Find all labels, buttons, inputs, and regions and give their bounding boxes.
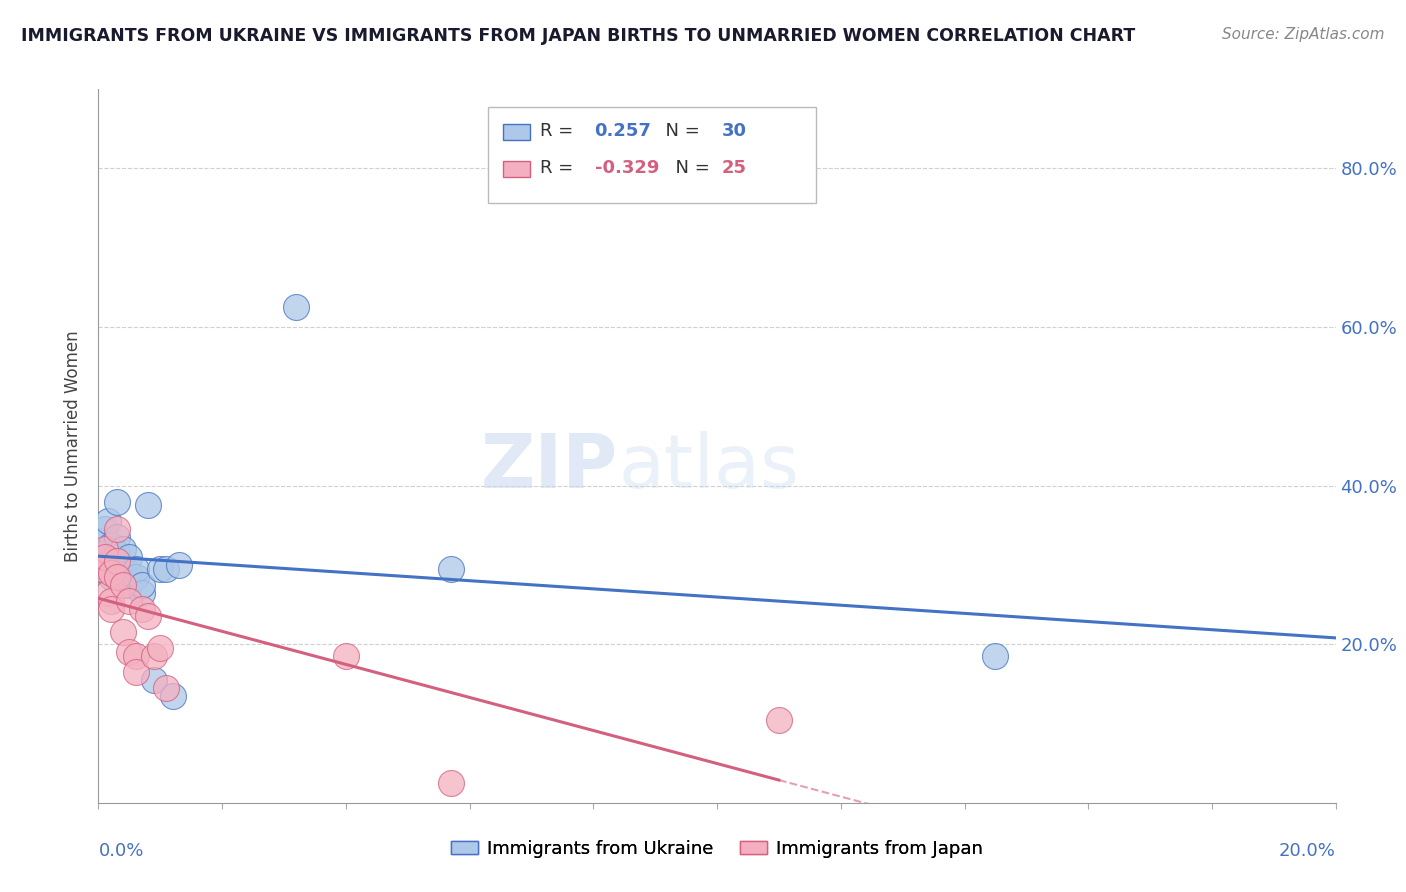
Point [124, 570, 146, 584]
Point [90, 562, 112, 576]
Point [440, 562, 463, 576]
Point [100, 570, 122, 584]
Point [118, 549, 141, 564]
Point [93, 522, 115, 536]
Point [93, 542, 115, 557]
Point [118, 578, 141, 592]
Point [93, 549, 115, 564]
Point [136, 609, 159, 624]
Point [155, 681, 177, 695]
Point [97, 585, 120, 599]
Point [143, 649, 166, 664]
Text: IMMIGRANTS FROM UKRAINE VS IMMIGRANTS FROM JAPAN BIRTHS TO UNMARRIED WOMEN CORRE: IMMIGRANTS FROM UKRAINE VS IMMIGRANTS FR… [21, 27, 1135, 45]
Point [112, 570, 135, 584]
Text: 0.0%: 0.0% [98, 842, 143, 860]
Point [105, 522, 128, 536]
Point [105, 558, 128, 572]
Text: 25: 25 [723, 159, 747, 177]
Point [105, 494, 128, 508]
Point [112, 562, 135, 576]
Point [149, 641, 172, 656]
Text: 30: 30 [723, 121, 747, 139]
FancyBboxPatch shape [488, 107, 815, 203]
Text: N =: N = [664, 159, 716, 177]
Point [155, 562, 177, 576]
Point [89, 558, 111, 572]
Point [105, 530, 128, 544]
Point [167, 558, 190, 572]
Text: Source: ZipAtlas.com: Source: ZipAtlas.com [1222, 27, 1385, 42]
Point [112, 542, 135, 557]
Point [440, 776, 463, 790]
Point [136, 499, 159, 513]
Text: 20.0%: 20.0% [1279, 842, 1336, 860]
Point [105, 554, 128, 568]
Point [100, 566, 122, 580]
Y-axis label: Births to Unmarried Women: Births to Unmarried Women [65, 330, 83, 562]
Legend: Immigrants from Ukraine, Immigrants from Japan: Immigrants from Ukraine, Immigrants from… [443, 833, 991, 865]
Point [984, 649, 1007, 664]
Text: 0.257: 0.257 [595, 121, 651, 139]
Point [112, 578, 135, 592]
Point [100, 538, 122, 552]
Point [131, 585, 153, 599]
FancyBboxPatch shape [503, 161, 530, 178]
Point [124, 562, 146, 576]
Point [162, 689, 184, 703]
Point [97, 514, 120, 528]
Text: -0.329: -0.329 [595, 159, 659, 177]
Point [89, 534, 111, 549]
Point [285, 300, 308, 314]
Point [143, 673, 166, 687]
Point [100, 593, 122, 607]
Point [112, 625, 135, 640]
Point [335, 649, 357, 664]
Text: atlas: atlas [619, 431, 799, 504]
Text: R =: R = [540, 121, 579, 139]
Point [131, 601, 153, 615]
Text: R =: R = [540, 159, 579, 177]
Point [124, 665, 146, 679]
Point [149, 562, 172, 576]
Point [105, 546, 128, 560]
Point [118, 645, 141, 659]
Point [93, 546, 115, 560]
FancyBboxPatch shape [503, 124, 530, 140]
Point [105, 570, 128, 584]
Point [124, 649, 146, 664]
Text: N =: N = [654, 121, 706, 139]
Point [768, 713, 790, 727]
Text: ZIP: ZIP [481, 431, 619, 504]
Point [118, 593, 141, 607]
Point [100, 601, 122, 615]
Point [131, 578, 153, 592]
Point [100, 558, 122, 572]
Point [118, 566, 141, 580]
